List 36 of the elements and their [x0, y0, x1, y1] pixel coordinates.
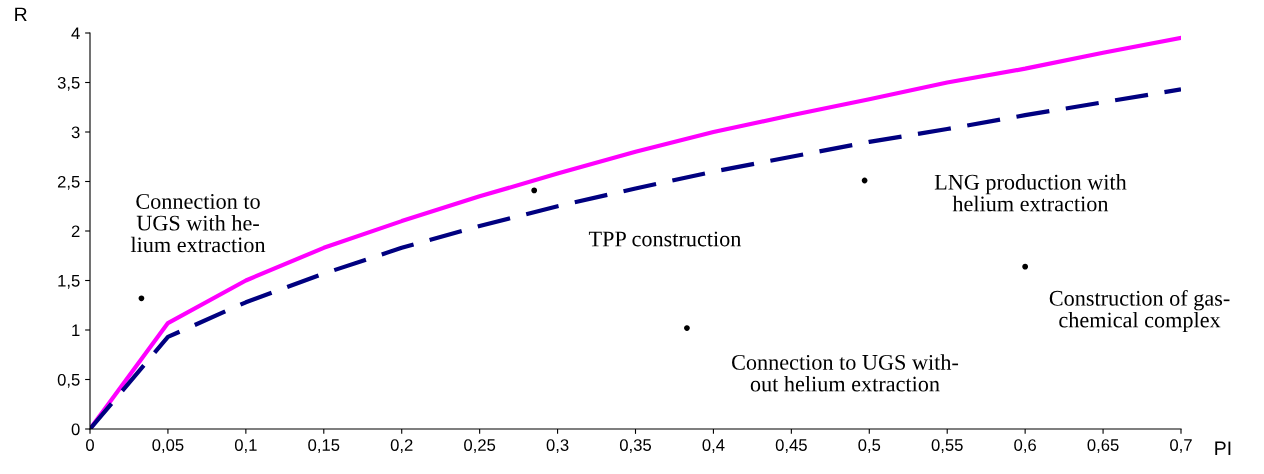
- y-tick-label: 1,5: [58, 275, 80, 289]
- point: [1022, 263, 1029, 270]
- y-tick-label: 2,5: [57, 175, 80, 190]
- y-tick-label: 3: [71, 126, 80, 139]
- y-tick-label: 1: [72, 324, 80, 337]
- annotation: Construction of gas- chemical complex: [1049, 289, 1230, 333]
- x-tick-label: 0,55: [931, 439, 963, 453]
- x-tick-label: 0,5: [858, 439, 881, 453]
- x-tick-label: 0,7: [1170, 439, 1192, 453]
- x-tick-label: 0,4: [702, 439, 725, 453]
- annotation: LNG production with helium extraction: [934, 174, 1127, 212]
- annotation: Connection to UGS with- out helium extraction: [732, 354, 959, 392]
- x-tick-label: 0,35: [619, 439, 652, 453]
- x-tick-label: 0,3: [546, 439, 569, 453]
- x-tick-label: 0,1: [234, 439, 257, 453]
- x-tick-label: 0,45: [775, 439, 807, 453]
- y-tick-label: 2: [71, 225, 80, 238]
- x-tick-label: 0,25: [464, 439, 496, 453]
- x-tick-label: 0,15: [308, 439, 340, 453]
- annotation: Connection to UGS with he- lium extraction: [130, 193, 266, 253]
- x-axis-title: PI: [1215, 441, 1231, 455]
- x-tick-label: 0: [86, 439, 94, 451]
- point: [861, 177, 868, 184]
- y-tick-label: 0,5: [57, 373, 80, 388]
- y-tick-label: 0: [71, 423, 80, 436]
- x-tick-label: 0,05: [152, 439, 184, 453]
- x-tick-label: 0,65: [1087, 439, 1119, 453]
- y-tick-label: 4: [71, 27, 80, 40]
- point: [684, 325, 690, 331]
- x-tick-label: 0,6: [1014, 439, 1036, 453]
- point: [531, 187, 538, 194]
- x-tick-label: 0,2: [390, 439, 413, 453]
- point: [138, 295, 145, 302]
- y-tick-label: 3,5: [57, 76, 80, 91]
- annotation: TPP construction: [588, 231, 742, 247]
- y-axis-title: R: [15, 7, 27, 22]
